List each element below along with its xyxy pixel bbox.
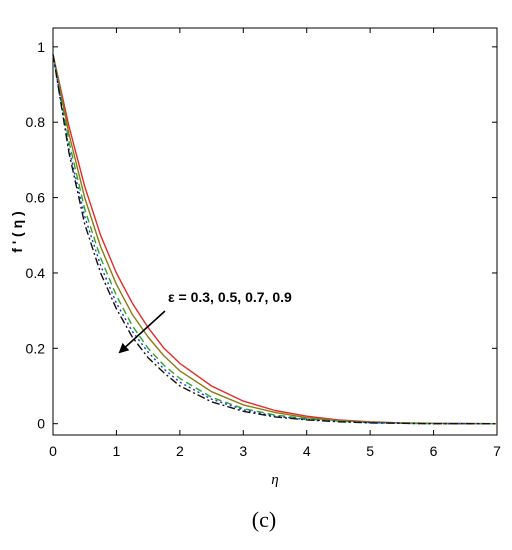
y-tick-label: 0.2 <box>26 340 46 356</box>
y-ticks: 0 0.2 0.4 0.6 0.8 1 <box>26 39 497 432</box>
series-line-3 <box>52 54 497 425</box>
x-ticks: 0 1 2 3 4 5 6 7 <box>49 28 501 459</box>
y-tick-label: 0.4 <box>26 265 46 281</box>
epsilon-annotation: ε = 0.3, 0.5, 0.7, 0.9 <box>168 289 292 305</box>
y-axis-label: f ' ( η ) <box>9 211 25 252</box>
x-tick-label: 6 <box>430 443 438 459</box>
plot-area <box>52 27 498 436</box>
y-tick-label: 0.6 <box>26 190 46 206</box>
x-tick-label: 0 <box>49 443 57 459</box>
y-tick-label: 0.8 <box>26 114 46 130</box>
series-line-5 <box>52 54 497 425</box>
x-tick-label: 2 <box>176 443 184 459</box>
x-tick-label: 4 <box>303 443 311 459</box>
x-tick-label: 3 <box>239 443 247 459</box>
annotation-arrow <box>118 310 166 354</box>
y-tick-label: 0 <box>37 416 45 432</box>
x-axis-label: η <box>271 472 278 488</box>
figure-caption: (c) <box>252 507 276 532</box>
x-tick-label: 5 <box>366 443 374 459</box>
series-layer <box>52 54 498 425</box>
y-tick-label: 1 <box>37 39 45 55</box>
x-tick-label: 1 <box>113 443 121 459</box>
x-tick-label: 7 <box>493 443 501 459</box>
